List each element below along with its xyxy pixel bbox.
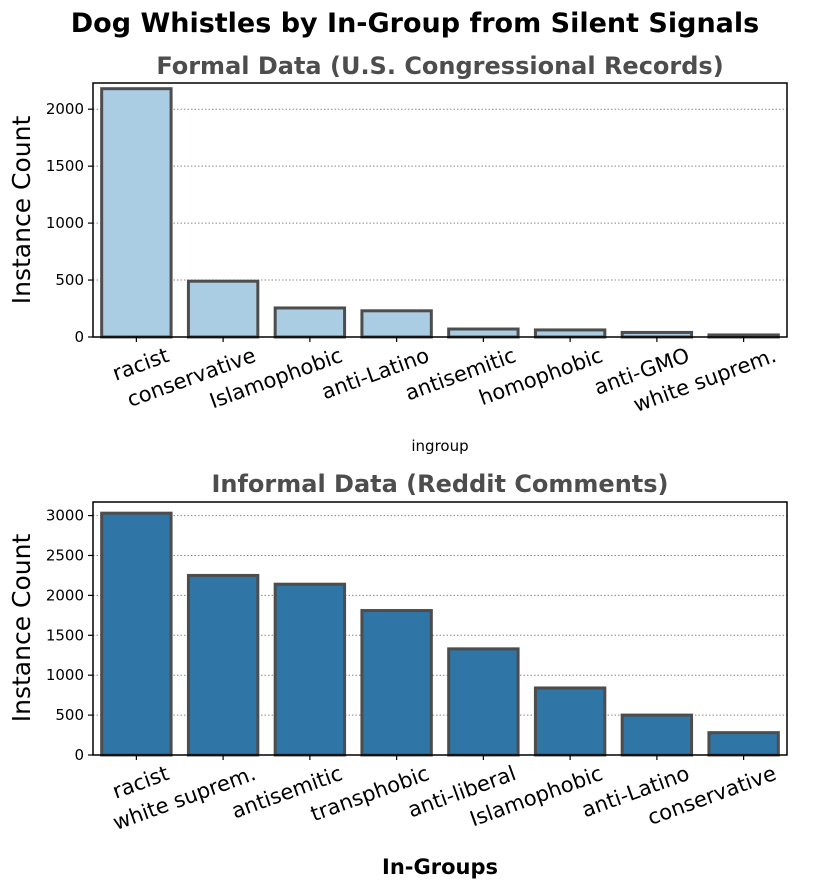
informal-bar xyxy=(100,511,173,757)
informal-data-chart: Informal Data (Reddit Comments) Instance… xyxy=(7,470,788,879)
informal-x-axis-label: In-Groups xyxy=(382,855,498,879)
formal-y-tick-label: 1500 xyxy=(46,157,84,175)
informal-bar xyxy=(360,609,433,757)
formal-bar xyxy=(533,328,607,339)
informal-y-tick-label: 1500 xyxy=(46,626,84,644)
formal-y-tick-label: 500 xyxy=(55,271,84,289)
formal-bar xyxy=(360,309,433,339)
informal-bar xyxy=(707,731,780,757)
formal-y-axis-label: Instance Count xyxy=(7,116,36,305)
formal-data-chart: Formal Data (U.S. Congressional Records)… xyxy=(7,52,788,455)
formal-y-tick-label: 0 xyxy=(74,328,84,346)
informal-y-tick-label: 500 xyxy=(55,706,84,724)
informal-y-axis-label: Instance Count xyxy=(7,534,36,723)
informal-bar xyxy=(533,686,607,757)
formal-x-ticks: racistconservativeIslamophobicanti-Latin… xyxy=(109,337,779,417)
informal-chart-title: Informal Data (Reddit Comments) xyxy=(211,470,668,498)
formal-bar xyxy=(273,306,347,339)
informal-bar xyxy=(273,582,347,757)
informal-y-tick-label: 0 xyxy=(74,746,84,764)
formal-bar xyxy=(447,327,520,339)
formal-y-ticks: 0 500 1000 1500 2000 xyxy=(46,100,93,346)
formal-bar xyxy=(100,87,173,339)
formal-plot-frame xyxy=(92,82,788,338)
informal-y-tick-label: 2500 xyxy=(46,546,84,564)
informal-plot-frame xyxy=(92,501,788,756)
informal-y-tick-label: 2000 xyxy=(46,586,84,604)
informal-bar xyxy=(447,647,520,757)
formal-bars xyxy=(100,87,780,339)
informal-bar xyxy=(186,573,260,757)
formal-x-axis-label: ingroup xyxy=(411,437,468,455)
informal-bar xyxy=(620,713,694,757)
formal-bar xyxy=(186,279,260,339)
formal-chart-title: Formal Data (U.S. Congressional Records) xyxy=(156,52,723,80)
figure-title: Dog Whistles by In-Group from Silent Sig… xyxy=(71,8,759,39)
formal-y-tick-label: 1000 xyxy=(46,214,84,232)
informal-bars xyxy=(100,511,780,757)
informal-y-tick-label: 1000 xyxy=(46,666,84,684)
formal-grid xyxy=(93,108,787,281)
informal-y-tick-label: 3000 xyxy=(46,507,84,525)
informal-y-ticks: 0 500 1000 1500 2000 2500 3000 xyxy=(46,507,93,764)
formal-y-tick-label: 2000 xyxy=(46,100,84,118)
